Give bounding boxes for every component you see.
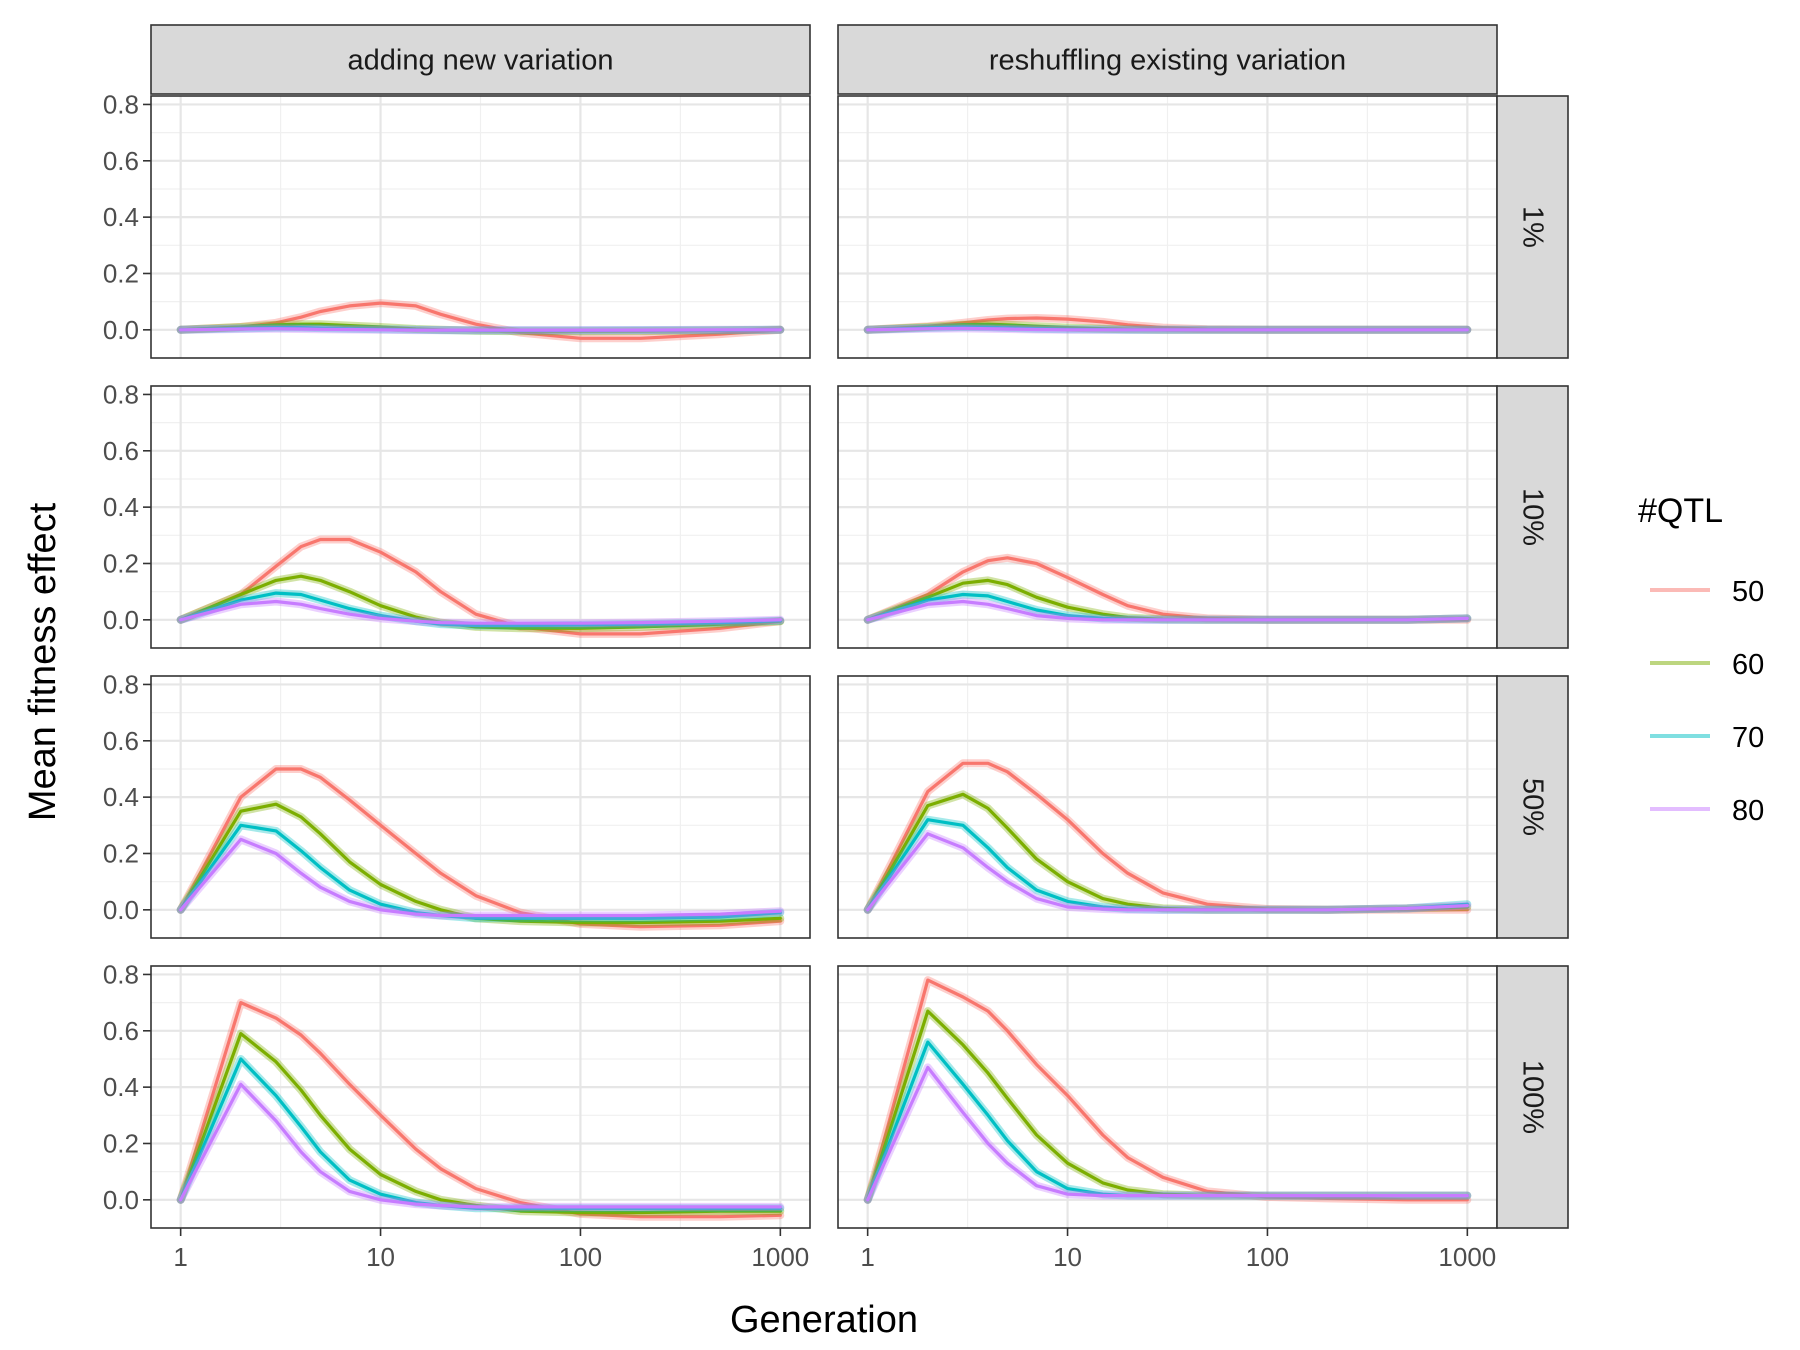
panel-border [150,95,811,359]
column-strip: adding new variation [150,24,811,95]
legend: #QTL 50 60 70 80 [1638,492,1764,827]
x-tick-label: 1000 [751,1242,809,1272]
legend-label: 70 [1732,722,1764,754]
panel-reshuffling-50pct [837,675,1498,939]
series-line-80 [179,599,782,625]
series-line-80 [866,832,1469,912]
legend-label: 50 [1732,576,1764,608]
x-tick-label: 100 [1246,1242,1289,1272]
panel-border [150,965,811,1229]
series-line-50 [866,978,1469,1202]
series-line-80 [866,1065,1469,1202]
strip-background [1496,95,1569,359]
column-strips: adding new variation reshuffling existing… [150,24,1498,95]
x-tick-label: 1 [173,1242,187,1272]
row-strip: 100% [1496,965,1569,1229]
y-tick-label: 0.8 [103,89,139,119]
legend-title: #QTL [1638,492,1723,530]
panel-border [150,385,811,649]
panel-reshuffling-1pct [837,95,1498,359]
y-axes: 0.00.20.40.60.80.00.20.40.60.80.00.20.40… [103,89,151,1215]
strip-background [1496,675,1569,939]
row-strip: 50% [1496,675,1569,939]
panel-adding-50pct [150,675,811,939]
legend-label: 80 [1732,795,1764,827]
y-tick-label: 0.0 [103,895,139,925]
legend-label: 60 [1732,649,1764,681]
legend-entry-60: 60 [1650,649,1764,681]
column-strip-label: adding new variation [347,45,613,77]
y-tick-label: 0.6 [103,1016,139,1046]
panel-reshuffling-100pct [837,965,1498,1229]
x-tick-label: 1 [860,1242,874,1272]
series-line-60 [179,1031,782,1215]
y-tick-label: 0.2 [103,1128,139,1158]
panel-border [150,675,811,939]
row-strip: 1% [1496,95,1569,359]
strip-background [150,24,811,95]
row-strip-label: 1% [1517,206,1549,248]
y-tick-label: 0.2 [103,258,139,288]
panels-layer [150,95,1498,1229]
y-tick-label: 0.6 [103,146,139,176]
y-tick-label: 0.8 [103,959,139,989]
series-line-80 [179,1082,782,1209]
x-axis-title: Generation [730,1299,918,1341]
series-line-80 [179,837,782,918]
legend-entry-70: 70 [1650,722,1764,754]
strip-background [1496,385,1569,649]
series-line-50 [179,537,782,636]
series-line-80 [866,599,1469,622]
row-strips: 1% 10% 50% 100% [1496,95,1569,1229]
row-strip-label: 10% [1517,488,1549,546]
series-line-60 [179,802,782,925]
y-tick-label: 0.4 [103,1072,139,1102]
y-tick-label: 0.8 [103,669,139,699]
strip-background [837,24,1498,95]
y-tick-label: 0.4 [103,202,139,232]
x-tick-label: 10 [366,1242,395,1272]
y-axis: 0.0 0.2 0.4 0.6 0.8 [103,89,151,345]
y-tick-label: 0.6 [103,436,139,466]
x-tick-label: 1000 [1438,1242,1496,1272]
y-tick-label: 0.4 [103,782,139,812]
row-strip: 10% [1496,385,1569,649]
y-tick-label: 0.2 [103,838,139,868]
y-tick-label: 0.0 [103,1185,139,1215]
x-tick-label: 10 [1053,1242,1082,1272]
series-line-80 [866,326,1469,332]
y-tick-label: 0.2 [103,548,139,578]
panel-reshuffling-10pct [837,385,1498,649]
series-line-80 [179,327,782,332]
column-strip: reshuffling existing variation [837,24,1498,95]
y-axis: 0.0 0.2 0.4 0.6 0.8 [103,959,151,1215]
y-axis-title: Mean fitness effect [22,502,64,821]
y-tick-label: 0.0 [103,605,139,635]
series-line-60 [179,574,782,630]
series-line-50 [179,301,782,340]
row-strip-label: 50% [1517,778,1549,836]
x-axes: 1 10 100 1000 1 10 100 1000 [173,1228,1496,1272]
series-line-50 [179,767,782,929]
panel-adding-100pct [150,965,811,1229]
y-tick-label: 0.0 [103,315,139,345]
y-tick-label: 0.8 [103,379,139,409]
legend-entry-50: 50 [1650,576,1764,608]
y-axis: 0.0 0.2 0.4 0.6 0.8 [103,379,151,635]
legend-entry-80: 80 [1650,795,1764,827]
series-line-50 [179,1000,782,1219]
panel-adding-10pct [150,385,811,649]
x-tick-label: 100 [559,1242,602,1272]
y-axis: 0.0 0.2 0.4 0.6 0.8 [103,669,151,925]
y-tick-label: 0.4 [103,492,139,522]
strip-background [1496,965,1569,1229]
y-tick-label: 0.6 [103,726,139,756]
column-strip-label: reshuffling existing variation [989,45,1346,77]
row-strip-label: 100% [1517,1060,1549,1134]
x-axis: 1 10 100 1000 [860,1228,1496,1272]
panel-adding-1pct [150,95,811,359]
x-axis: 1 10 100 1000 [173,1228,809,1272]
legend-entries: 50 60 70 80 [1650,576,1764,827]
